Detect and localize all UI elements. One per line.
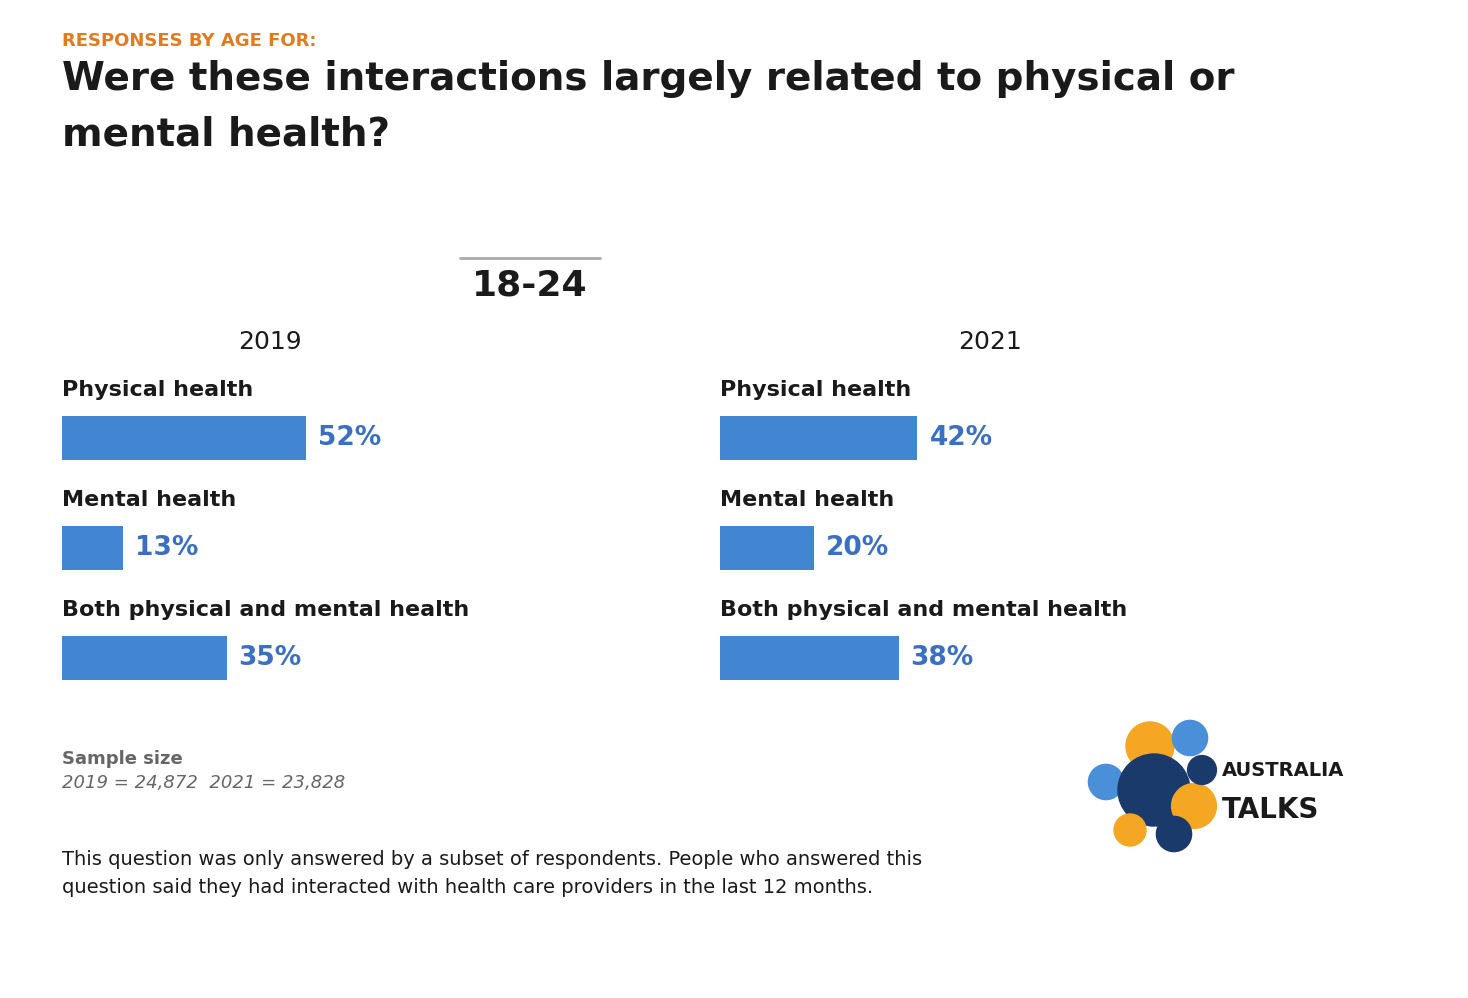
Bar — [62, 636, 226, 680]
Text: AUSTRALIA: AUSTRALIA — [1221, 760, 1345, 779]
Text: TALKS: TALKS — [1221, 796, 1320, 824]
Text: Both physical and mental health: Both physical and mental health — [719, 600, 1127, 620]
Text: 2021: 2021 — [959, 330, 1022, 354]
Text: Mental health: Mental health — [62, 490, 236, 510]
Text: 18-24: 18-24 — [473, 268, 587, 302]
Text: 52%: 52% — [319, 425, 382, 451]
Circle shape — [1157, 816, 1192, 851]
Text: Physical health: Physical health — [719, 380, 912, 400]
Circle shape — [1126, 722, 1174, 770]
Circle shape — [1173, 721, 1208, 755]
Text: 42%: 42% — [929, 425, 992, 451]
Text: 2019 = 24,872  2021 = 23,828: 2019 = 24,872 2021 = 23,828 — [62, 774, 345, 792]
Circle shape — [1119, 754, 1191, 826]
Text: 38%: 38% — [910, 645, 973, 671]
Text: Mental health: Mental health — [719, 490, 894, 510]
Text: Sample size: Sample size — [62, 750, 182, 768]
Bar — [719, 636, 898, 680]
Circle shape — [1188, 755, 1217, 784]
Circle shape — [1171, 783, 1217, 828]
Bar — [719, 416, 918, 460]
Circle shape — [1088, 764, 1123, 799]
Text: 13%: 13% — [135, 535, 198, 561]
Text: 35%: 35% — [238, 645, 302, 671]
Circle shape — [1114, 814, 1147, 846]
Text: This question was only answered by a subset of respondents. People who answered : This question was only answered by a sub… — [62, 850, 922, 897]
Text: mental health?: mental health? — [62, 115, 390, 153]
Text: Physical health: Physical health — [62, 380, 254, 400]
Text: Both physical and mental health: Both physical and mental health — [62, 600, 470, 620]
Bar — [719, 526, 813, 570]
Bar — [62, 416, 307, 460]
Text: Were these interactions largely related to physical or: Were these interactions largely related … — [62, 60, 1235, 98]
Text: 2019: 2019 — [238, 330, 302, 354]
Bar — [62, 526, 123, 570]
Text: 20%: 20% — [826, 535, 890, 561]
Text: RESPONSES BY AGE FOR:: RESPONSES BY AGE FOR: — [62, 32, 317, 50]
